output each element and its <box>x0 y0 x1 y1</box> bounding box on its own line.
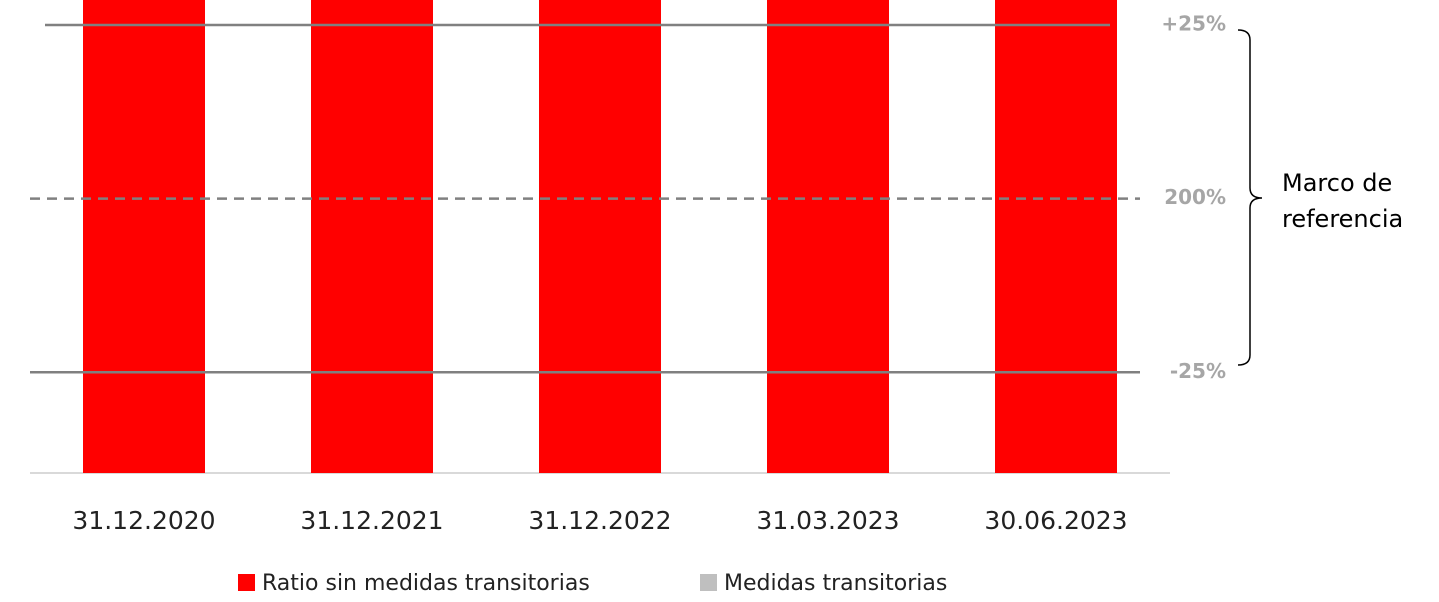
x-tick-label: 31.12.2020 <box>72 506 215 535</box>
legend-swatch <box>700 574 717 591</box>
legend-label: Medidas transitorias <box>724 571 947 596</box>
legend-label: Ratio sin medidas transitorias <box>262 571 590 596</box>
bar-segment <box>995 0 1117 473</box>
bar-segment <box>311 0 433 473</box>
legend-swatch <box>238 574 255 591</box>
y-tick-label: 200% <box>1164 185 1226 209</box>
annotation: Marco de <box>1282 169 1392 197</box>
x-tick-label: 30.06.2023 <box>984 506 1127 535</box>
annotation: referencia <box>1282 205 1403 233</box>
bar-segment <box>539 0 661 473</box>
bracket <box>1237 29 1263 366</box>
x-tick-label: 31.03.2023 <box>756 506 899 535</box>
y-tick-label: +25% <box>1161 12 1226 36</box>
y-tick-label: -25% <box>1170 359 1226 383</box>
bar-segment <box>83 0 205 473</box>
x-tick-label: 31.12.2021 <box>300 506 443 535</box>
x-tick-label: 31.12.2022 <box>528 506 671 535</box>
bar-segment <box>767 0 889 473</box>
